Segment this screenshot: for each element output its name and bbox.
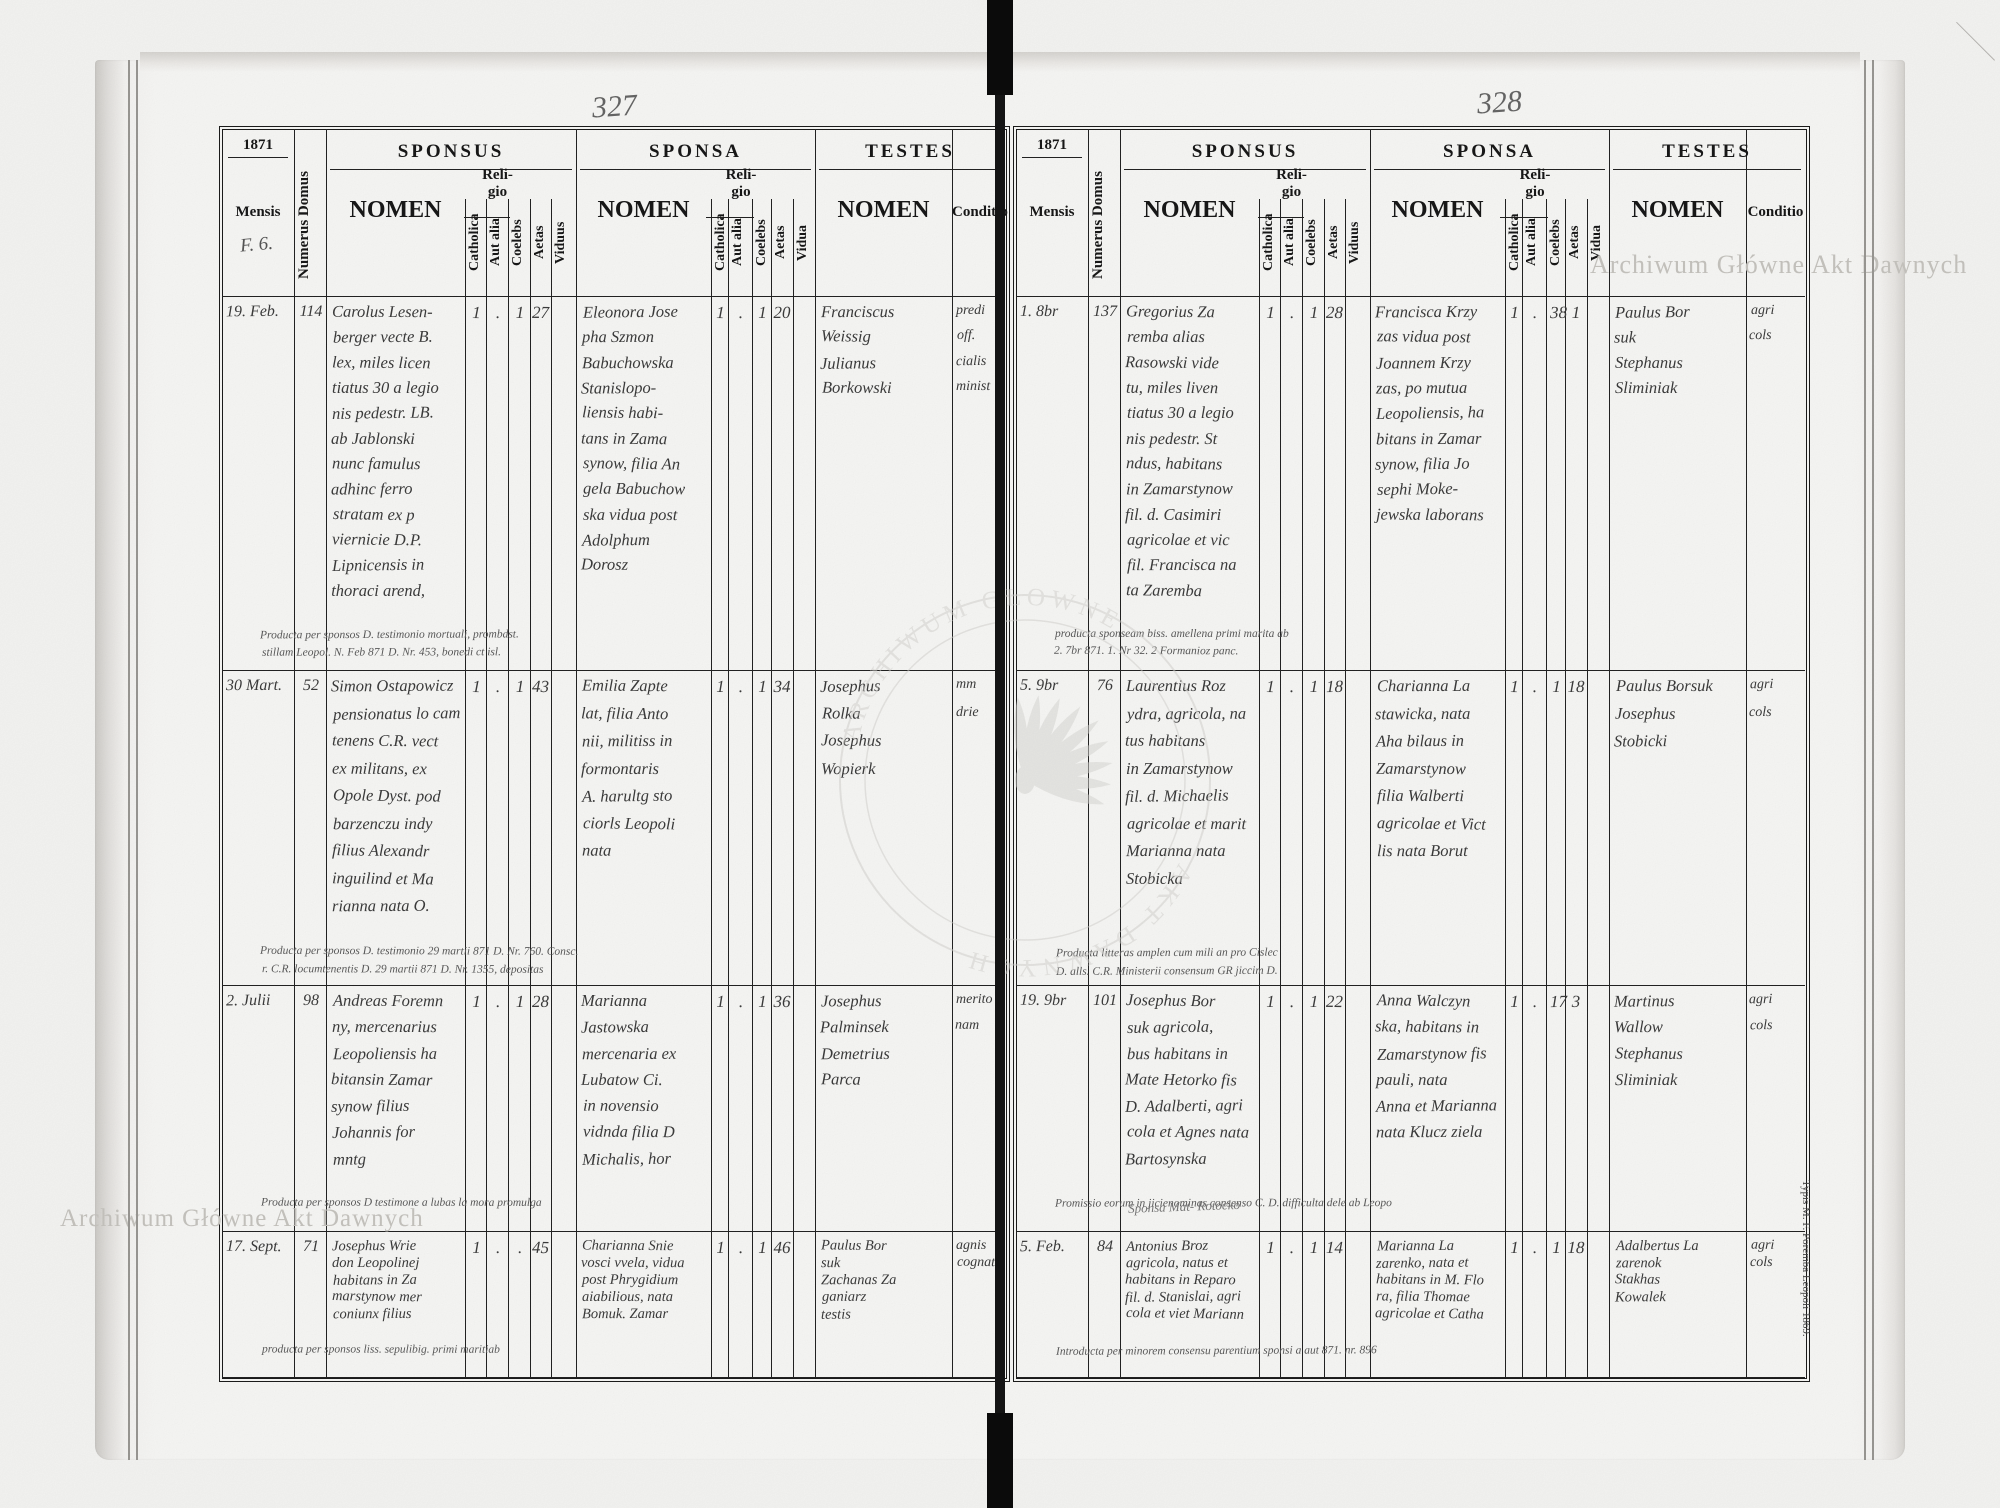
svg-text:ARCHIWUM GLOWNE: ARCHIWUM GLOWNE: [837, 584, 1126, 745]
